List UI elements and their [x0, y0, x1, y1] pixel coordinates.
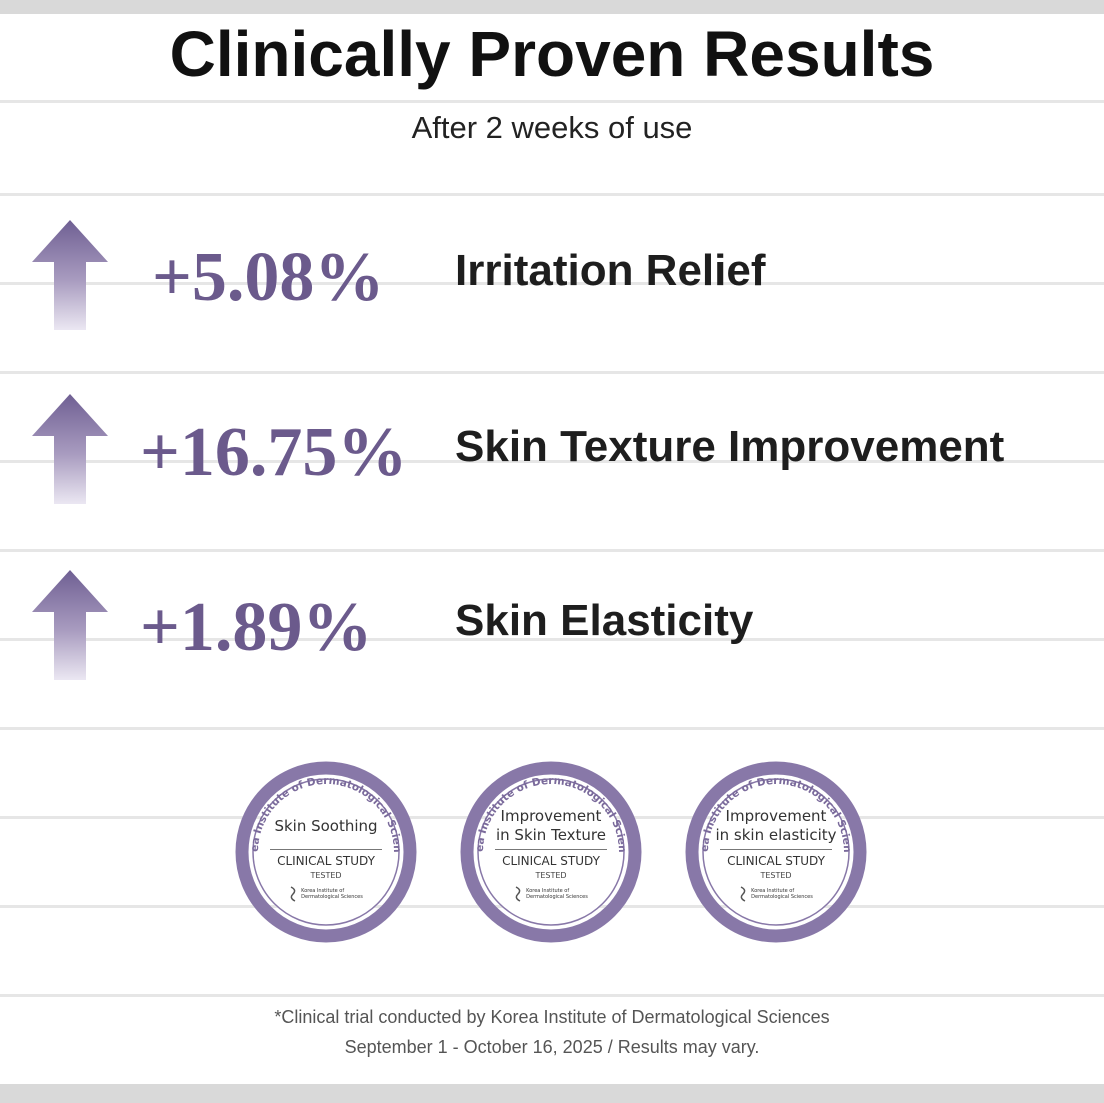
divider-line [0, 193, 1104, 196]
divider-line [0, 100, 1104, 103]
badge-title: Improvement in Skin Texture [495, 807, 606, 844]
badge-title: Skin Soothing [274, 816, 378, 835]
badge-study-text: CLINICAL STUDY [727, 854, 825, 868]
divider-line [0, 282, 1104, 285]
badge-institute-text: Korea Institute of Dermatological Scienc… [301, 888, 363, 900]
stat-label: Irritation Relief [455, 246, 766, 295]
badge-tested-text: TESTED [760, 871, 792, 880]
footnote-line-2: September 1 - October 16, 2025 / Results… [344, 1037, 760, 1057]
up-arrow-icon [32, 220, 108, 330]
institute-logo-icon [290, 886, 296, 902]
institute-logo-icon [740, 886, 746, 902]
stat-value: +5.08% [152, 239, 385, 316]
stat-label: Skin Elasticity [455, 596, 754, 645]
badge-ring: Korea Institute of Dermatological Scienc… [684, 760, 867, 943]
badge-tested-text: TESTED [310, 871, 342, 880]
divider-line [0, 727, 1104, 730]
clinical-badge-soothing: Korea Institute of Dermatological Scienc… [234, 760, 418, 944]
badge-divider [270, 849, 382, 850]
top-frame-bar [0, 0, 1104, 14]
badge-divider [495, 849, 607, 850]
divider-line [0, 371, 1104, 374]
badge-ring: Korea Institute of Dermatological Scienc… [459, 760, 642, 943]
badge-title: Improvement in skin elasticity [715, 807, 837, 844]
up-arrow-icon [32, 394, 108, 504]
badge-institute-text: Korea Institute of Dermatological Scienc… [751, 888, 813, 900]
divider-line [0, 638, 1104, 641]
divider-line [0, 994, 1104, 997]
clinical-badge-texture: Korea Institute of Dermatological Scienc… [459, 760, 643, 944]
page-subtitle: After 2 weeks of use [411, 110, 693, 145]
badge-institute-text: Korea Institute of Dermatological Scienc… [526, 888, 588, 900]
badge-divider [720, 849, 832, 850]
divider-line [0, 460, 1104, 463]
footnote-line-1: *Clinical trial conducted by Korea Insti… [274, 1007, 830, 1027]
stat-label: Skin Texture Improvement [455, 422, 1005, 471]
up-arrow-icon [32, 570, 108, 680]
stat-value: +1.89% [140, 589, 373, 666]
clinical-badge-elasticity: Korea Institute of Dermatological Scienc… [684, 760, 868, 944]
badge-tested-text: TESTED [535, 871, 567, 880]
badge-ring: Korea Institute of Dermatological Scienc… [234, 760, 417, 943]
stat-value: +16.75% [140, 414, 408, 491]
bottom-frame-bar [0, 1084, 1104, 1103]
institute-logo-icon [515, 886, 521, 902]
page-title: Clinically Proven Results [169, 18, 935, 90]
divider-line [0, 549, 1104, 552]
badge-study-text: CLINICAL STUDY [502, 854, 600, 868]
badge-study-text: CLINICAL STUDY [277, 854, 375, 868]
